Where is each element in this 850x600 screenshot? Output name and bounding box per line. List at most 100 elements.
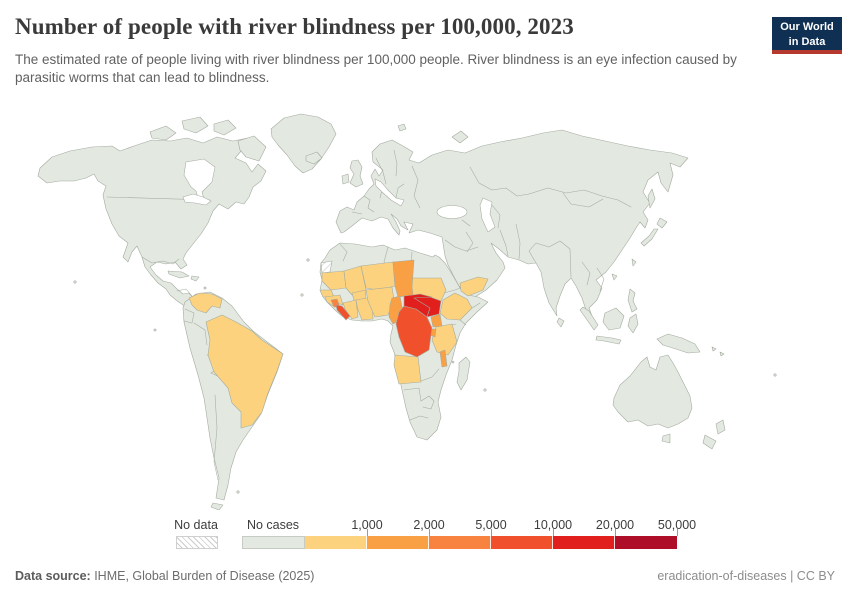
- region-arctic-island-1[interactable]: [149, 125, 177, 141]
- region-sulawesi[interactable]: [627, 313, 639, 334]
- country-yemen[interactable]: [459, 276, 489, 297]
- legend-tick-label-2000: 2,000: [413, 518, 445, 532]
- country-ireland[interactable]: [341, 173, 350, 185]
- border-south-africa: [409, 415, 429, 421]
- border-iran-afghanistan: [499, 229, 509, 257]
- region-new-guinea[interactable]: [656, 333, 701, 354]
- region-solomon-1[interactable]: [711, 346, 717, 352]
- border-central-asia: [491, 204, 501, 229]
- region-novaya-zemlya[interactable]: [451, 130, 469, 144]
- country-japan-south[interactable]: [640, 228, 659, 247]
- region-north-america[interactable]: [37, 136, 267, 315]
- border-andes-north: [183, 308, 195, 324]
- country-new-zealand-south[interactable]: [702, 434, 717, 450]
- country-venezuela[interactable]: [188, 292, 223, 314]
- license-text: eradication-of-diseases | CC BY: [657, 569, 835, 583]
- country-iceland[interactable]: [305, 151, 323, 165]
- country-greenland[interactable]: [270, 113, 337, 174]
- country-taiwan[interactable]: [631, 258, 637, 267]
- legend-tick-mark-4: [553, 529, 554, 536]
- data-source-line: Data source: IHME, Global Burden of Dise…: [15, 569, 314, 583]
- legend-tick-label-10000: 10,000: [533, 518, 573, 532]
- legend-seg-bin3[interactable]: [429, 536, 491, 549]
- border-namibia-botswana: [403, 387, 422, 402]
- legend-seg-bin4[interactable]: [491, 536, 553, 549]
- border-france-east: [363, 195, 375, 213]
- legend-tick-label-5000: 5,000: [475, 518, 507, 532]
- island-falklands: [236, 490, 240, 494]
- border-kenya-somalia: [459, 319, 467, 326]
- country-australia[interactable]: [612, 354, 693, 429]
- country-liberia[interactable]: [335, 304, 351, 321]
- country-western-sahara-no-data[interactable]: [320, 260, 333, 274]
- border-kazakhstan: [469, 166, 530, 197]
- legend-tick-label-20000: 20,000: [595, 518, 635, 532]
- legend-tick-label-1000: 1,000: [351, 518, 383, 532]
- border-mongolia: [562, 192, 604, 208]
- island-cape-verde: [300, 293, 304, 297]
- caspian-sea: [479, 197, 496, 233]
- border-vietnam: [596, 267, 605, 292]
- legend-seg-bin5[interactable]: [553, 536, 615, 549]
- country-madagascar[interactable]: [456, 356, 471, 391]
- border-sweden-finland: [393, 149, 398, 177]
- country-nigeria[interactable]: [365, 286, 395, 318]
- data-source-label: Data source:: [15, 569, 91, 583]
- data-source-text: IHME, Global Burden of Disease (2025): [90, 569, 315, 583]
- region-java[interactable]: [595, 335, 622, 345]
- legend-tick-label-50000: 50,000: [657, 518, 697, 532]
- legend-tick-mark-1: [367, 529, 368, 536]
- country-mauritania[interactable]: [321, 270, 347, 291]
- owid-logo-line2: in Data: [788, 35, 826, 48]
- region-sakhalin[interactable]: [647, 188, 656, 209]
- country-brazil[interactable]: [205, 314, 284, 429]
- region-hainan[interactable]: [611, 273, 618, 281]
- region-tasmania[interactable]: [661, 433, 671, 444]
- owid-logo[interactable]: Our World in Data: [772, 17, 842, 54]
- country-japan-north[interactable]: [656, 217, 668, 229]
- border-caucasus: [461, 219, 471, 227]
- country-angola[interactable]: [393, 354, 422, 385]
- legend-no-data-swatch[interactable]: [176, 536, 218, 549]
- border-france-spain: [351, 211, 363, 215]
- legend-seg-bin2[interactable]: [367, 536, 429, 549]
- region-baffin-island[interactable]: [237, 135, 267, 162]
- country-philippines[interactable]: [627, 288, 638, 313]
- region-eurasia[interactable]: [335, 129, 689, 317]
- country-cote-divoire[interactable]: [342, 299, 359, 320]
- legend-tick-mark-2: [429, 529, 430, 536]
- island-comoros: [451, 360, 455, 364]
- owid-logo-line1: Our World: [780, 21, 834, 33]
- country-uganda[interactable]: [430, 313, 443, 328]
- country-new-zealand-north[interactable]: [715, 419, 726, 435]
- region-arctic-island-3[interactable]: [213, 119, 237, 136]
- country-ethiopia[interactable]: [439, 292, 473, 321]
- legend-seg-bin1[interactable]: [305, 536, 367, 549]
- border-us-mexico: [141, 256, 180, 265]
- region-svalbard[interactable]: [397, 123, 407, 132]
- border-botswana-zimbabwe: [420, 395, 435, 410]
- legend-tick-mark-6: [677, 529, 678, 536]
- page-title: Number of people with river blindness pe…: [15, 14, 574, 39]
- region-borneo[interactable]: [602, 307, 625, 331]
- legend-seg-bin6[interactable]: [615, 536, 677, 549]
- region-tierra-del-fuego[interactable]: [210, 502, 224, 510]
- country-niger[interactable]: [360, 261, 396, 291]
- island-antilles: [203, 286, 207, 290]
- border-norway-sweden: [375, 157, 387, 185]
- country-south-sudan[interactable]: [413, 296, 442, 318]
- region-sumatra[interactable]: [579, 306, 599, 331]
- legend-tick-mark-3: [491, 529, 492, 536]
- country-sri-lanka[interactable]: [556, 317, 565, 328]
- legend-seg-no-cases[interactable]: [242, 536, 305, 549]
- island-hawaii: [73, 280, 77, 284]
- region-hispaniola[interactable]: [190, 275, 200, 282]
- region-solomon-2[interactable]: [719, 351, 725, 357]
- country-united-kingdom[interactable]: [349, 159, 364, 188]
- country-malawi[interactable]: [439, 349, 448, 368]
- country-tanzania[interactable]: [431, 323, 458, 356]
- border-eritrea: [443, 287, 461, 294]
- border-central-america: [176, 288, 193, 297]
- country-cuba[interactable]: [167, 270, 190, 279]
- region-arctic-island-2[interactable]: [181, 116, 209, 134]
